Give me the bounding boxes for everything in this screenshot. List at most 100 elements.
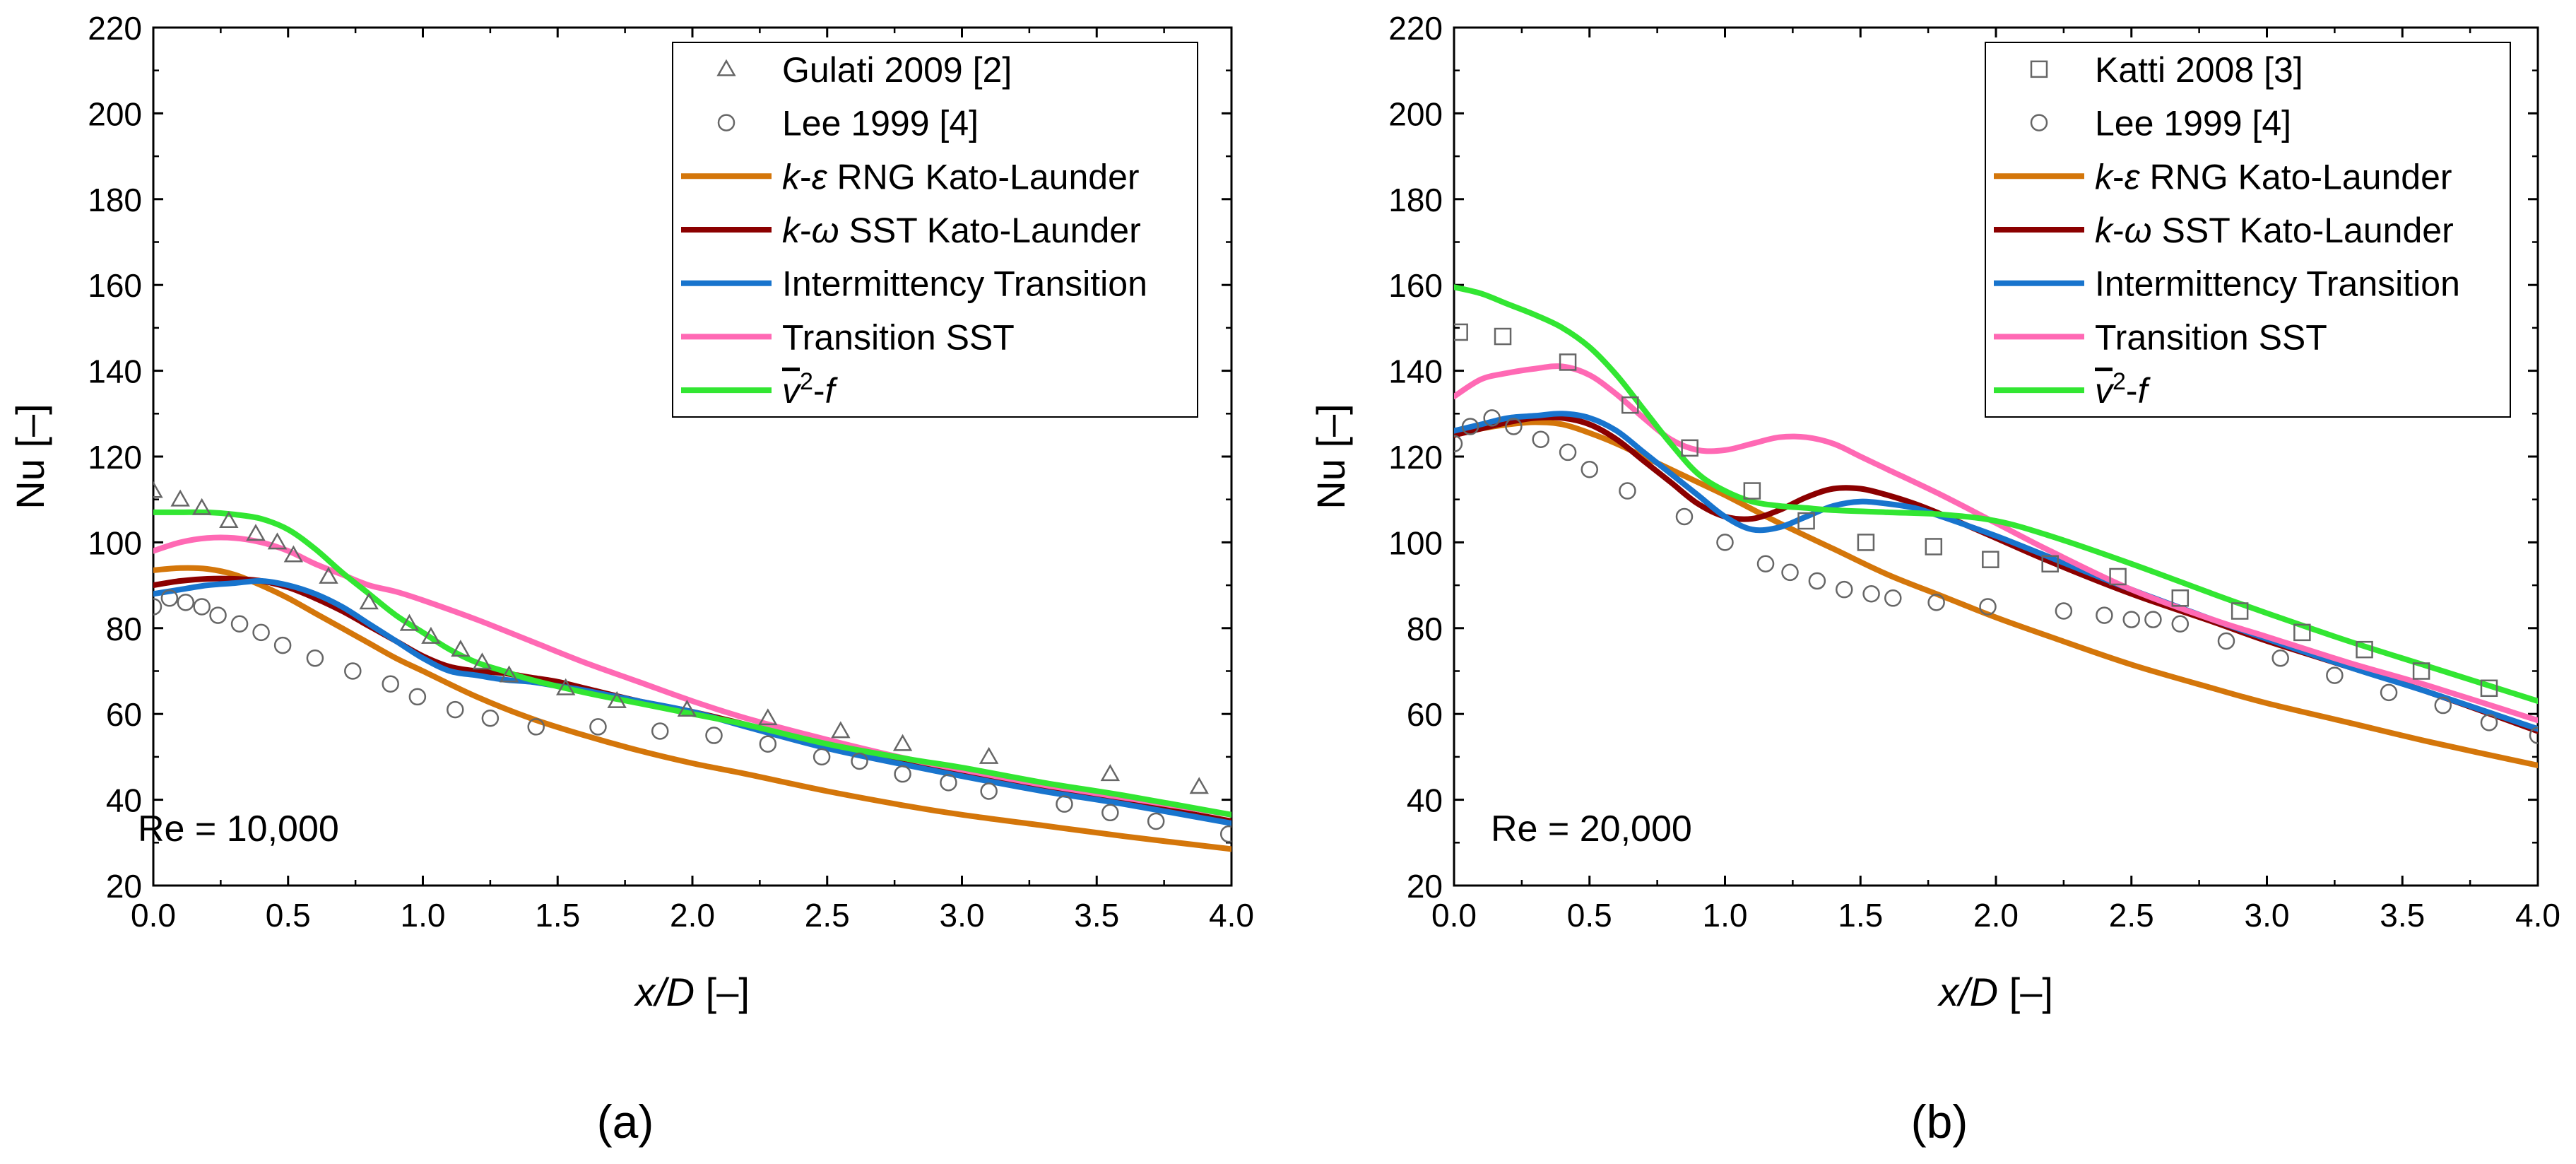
data-point-square bbox=[2041, 555, 2059, 572]
x-tick-label: 2.0 bbox=[1973, 897, 2019, 934]
data-point-triangle bbox=[421, 626, 441, 644]
data-point-circle bbox=[153, 598, 163, 616]
data-point-square bbox=[1925, 538, 1943, 555]
data-point-circle bbox=[2096, 606, 2113, 624]
x-tick-label: 2.5 bbox=[2109, 897, 2154, 934]
x-tick-label: 1.0 bbox=[401, 897, 446, 934]
series-markers-circle bbox=[153, 589, 1231, 843]
data-point-square bbox=[2171, 589, 2190, 607]
data-point-circle bbox=[193, 598, 211, 616]
series-line-krng bbox=[1454, 419, 2538, 768]
data-point-triangle bbox=[399, 613, 420, 631]
x-tick-label: 3.0 bbox=[940, 897, 985, 934]
y-tick-label: 140 bbox=[88, 353, 142, 390]
data-point-triangle bbox=[267, 532, 288, 550]
x-axis-label: x/D [–] bbox=[1937, 970, 2053, 1014]
legend-entry: Katti 2008 [3] bbox=[2030, 50, 2303, 90]
data-point-triangle bbox=[283, 545, 304, 563]
legend: Katti 2008 [3] Lee 1999 [4] k-ε RNG Kato-L… bbox=[1985, 42, 2511, 418]
legend-label: k-ω SST Kato-Launder bbox=[2095, 211, 2454, 250]
legend-label: Transition SST bbox=[2095, 317, 2327, 357]
y-tick-label: 180 bbox=[88, 182, 142, 218]
series-line-v2f bbox=[1454, 284, 2538, 704]
data-point-circle bbox=[759, 735, 777, 753]
data-point-circle bbox=[1884, 589, 1902, 607]
legend-label: Lee 1999 [4] bbox=[782, 104, 979, 143]
data-point-triangle bbox=[677, 700, 697, 717]
x-axis-label-variable: x/D bbox=[1937, 970, 1998, 1014]
y-tick-label: 220 bbox=[88, 10, 142, 47]
y-axis-label: Nu [–] bbox=[8, 404, 52, 509]
data-point-circle bbox=[2271, 649, 2289, 667]
data-point-circle bbox=[1927, 594, 1945, 611]
data-point-circle bbox=[1056, 795, 1073, 813]
data-point-square bbox=[1621, 396, 1639, 414]
legend-label: Transition SST bbox=[782, 317, 1015, 357]
series-line-tsst bbox=[1454, 363, 2538, 724]
data-point-triangle bbox=[319, 566, 338, 584]
data-point-circle bbox=[160, 589, 179, 607]
data-point-circle bbox=[1559, 443, 1577, 462]
data-point-circle bbox=[1532, 430, 1549, 448]
x-axis-label: x/D [–] bbox=[633, 970, 750, 1014]
data-point-circle bbox=[1781, 563, 1799, 582]
data-point-square bbox=[2356, 640, 2373, 659]
x-tick-label: 2.0 bbox=[670, 897, 715, 934]
data-point-circle bbox=[2529, 727, 2538, 744]
series-line-inter bbox=[153, 577, 1231, 826]
panel-label: (b) bbox=[1911, 1095, 1968, 1148]
x-tick-label: 1.5 bbox=[1838, 897, 1883, 934]
legend-entry: k-ε RNG Kato-Launder bbox=[681, 157, 1140, 196]
data-point-circle bbox=[1461, 418, 1479, 435]
x-tick-label: 0.0 bbox=[131, 897, 176, 934]
y-tick-label: 40 bbox=[1407, 782, 1443, 819]
data-point-circle bbox=[2434, 696, 2452, 715]
y-tick-label: 120 bbox=[88, 439, 142, 476]
series-line-krng bbox=[153, 565, 1231, 852]
legend-entry: k-ε RNG Kato-Launder bbox=[1994, 157, 2452, 196]
y-tick-label: 220 bbox=[1388, 10, 1443, 47]
legend-entry: k-ω SST Kato-Launder bbox=[681, 211, 1141, 250]
legend-label: Gulati 2009 [2] bbox=[782, 50, 1012, 90]
y-tick-label: 60 bbox=[1407, 696, 1443, 733]
data-point-circle bbox=[1716, 534, 1734, 551]
legend-entry: Lee 1999 [4] bbox=[2030, 104, 2291, 143]
data-point-circle bbox=[447, 700, 464, 719]
data-point-circle bbox=[1756, 555, 1775, 572]
data-point-circle bbox=[1505, 418, 1523, 435]
data-point-circle bbox=[382, 675, 399, 693]
data-point-circle bbox=[589, 718, 607, 736]
data-point-triangle bbox=[607, 690, 627, 708]
data-point-triangle bbox=[499, 665, 519, 683]
data-point-triangle bbox=[831, 721, 851, 739]
data-point-triangle bbox=[219, 510, 239, 528]
y-tick-label: 60 bbox=[106, 696, 142, 733]
data-point-circle bbox=[1835, 580, 1853, 599]
y-tick-label: 80 bbox=[106, 611, 142, 647]
panel-label: (a) bbox=[597, 1095, 654, 1148]
data-point-circle bbox=[2480, 714, 2498, 731]
reynolds-annotation: Re = 20,000 bbox=[1491, 809, 1692, 850]
data-point-circle bbox=[273, 636, 292, 654]
data-point-circle bbox=[980, 782, 998, 800]
data-point-triangle bbox=[153, 481, 163, 498]
data-point-circle bbox=[2122, 611, 2140, 628]
data-point-circle bbox=[481, 710, 500, 727]
data-point-circle bbox=[1483, 409, 1501, 427]
data-point-square bbox=[2293, 623, 2311, 642]
x-tick-label: 4.0 bbox=[1209, 897, 1254, 934]
data-point-circle bbox=[252, 623, 270, 642]
data-point-square bbox=[2231, 602, 2249, 620]
legend-entry: Gulati 2009 [2] bbox=[716, 50, 1012, 90]
x-tick-label: 3.0 bbox=[2245, 897, 2290, 934]
legend-entry: Intermittency Transition bbox=[681, 264, 1147, 304]
y-tick-label: 180 bbox=[1388, 182, 1443, 218]
x-tick-label: 2.5 bbox=[805, 897, 850, 934]
data-point-circle bbox=[1619, 482, 1636, 500]
chart-panel-a: 20 40 60 80 100 120 140 160 180 200 220 0.0 0.5 1.0 1.… bbox=[8, 10, 1254, 1148]
data-point-triangle bbox=[892, 734, 913, 751]
plot-area bbox=[1454, 284, 2538, 768]
reynolds-annotation: Re = 10,000 bbox=[138, 809, 339, 850]
data-point-circle bbox=[177, 594, 195, 611]
data-point-circle bbox=[705, 727, 723, 744]
